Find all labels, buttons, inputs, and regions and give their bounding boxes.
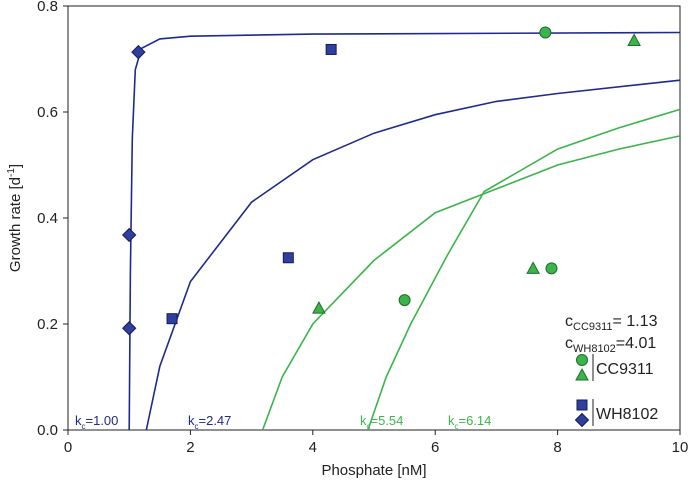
curve-label: kc=1.00 [75,413,118,431]
marker-circle [576,354,588,366]
y-axis-title: Growth rate [d-1] [6,164,24,272]
y-tick-label: 0.6 [37,104,58,121]
y-title-sup: -1 [6,168,17,177]
x-tick-label: 6 [431,439,439,456]
fit-curve [367,108,681,431]
x-tick-label: 10 [672,439,688,456]
marker-triangle [312,301,326,314]
marker-circle [545,262,558,275]
marker-circle [398,294,411,307]
y-tick-label: 0.4 [37,210,58,227]
curve-label-k: k [188,413,195,428]
marker-diamond [121,227,137,243]
marker-square [166,313,178,325]
annotation-rest: =4.01 [616,335,657,352]
annotation-sub: CC9311 [573,321,613,333]
annotation-sub: WH8102 [573,343,616,355]
y-title-end: ] [7,164,24,168]
curve-label: kc=6.14 [448,413,491,431]
marker-triangle [526,261,540,274]
y-tick-label: 0.0 [37,422,58,439]
legend-label: CC9311 [596,361,654,378]
marker-triangle [575,367,589,381]
annotation-main: c [565,313,573,330]
y-tick-label: 0.8 [37,0,58,15]
fit-curve [261,135,681,431]
marker-square [282,252,294,264]
curve-label-value: =6.14 [459,413,492,428]
curve-label-value: =2.47 [199,413,232,428]
marker-diamond [574,412,590,428]
curve-label: kc=5.54 [360,413,403,431]
x-tick-label: 0 [64,439,72,456]
annotation-main: c [565,335,573,352]
x-axis-title: Phosphate [nM] [321,462,426,479]
curve-label-k: k [360,413,367,428]
legend-label: WH8102 [596,406,658,423]
x-tick-label: 4 [309,439,317,456]
marker-diamond [131,44,146,60]
curve-label-value: =5.54 [371,413,404,428]
marker-circle [539,26,552,39]
curve-label: kc=2.47 [188,413,231,431]
y-title-main: Growth rate [d [7,177,24,272]
annotation: cCC9311= 1.13 [565,313,658,333]
curve-label-k: k [448,413,455,428]
annotation: cWH8102=4.01 [565,335,656,355]
curve-label-sub: c [455,422,459,431]
x-tick-label: 2 [186,439,194,456]
annotation-rest: = 1.13 [613,313,658,330]
x-tick-label: 8 [553,439,561,456]
marker-square [576,399,588,411]
curve-label-sub: c [82,422,86,431]
marker-triangle [627,33,641,46]
y-tick-label: 0.2 [37,316,58,333]
curve-label-sub: c [195,422,199,431]
curve-label-value: =1.00 [86,413,119,428]
curve-label-k: k [75,413,82,428]
marker-diamond [121,321,137,336]
marker-square [325,43,337,55]
